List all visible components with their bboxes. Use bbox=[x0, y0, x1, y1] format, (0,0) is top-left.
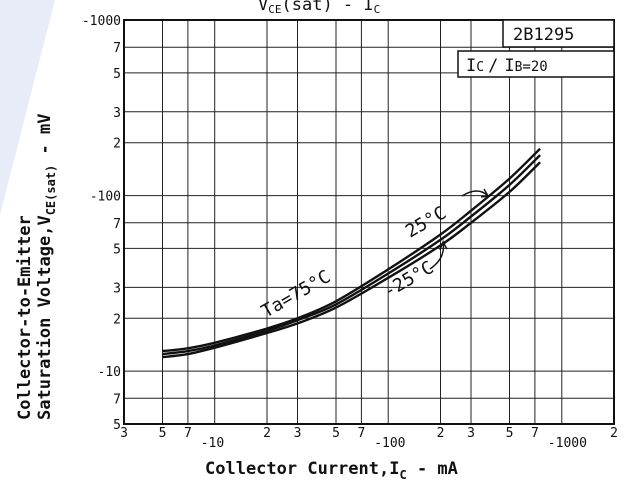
svg-text:VCE(sat) - IC: VCE(sat) - IC bbox=[258, 0, 380, 16]
y-tick-label: 7 bbox=[113, 41, 121, 56]
y-tick-label: 7 bbox=[113, 217, 121, 232]
y-axis-label-line2-main: Saturation Voltage,V bbox=[35, 215, 55, 420]
y-tick-label: -1000 bbox=[82, 14, 121, 29]
x-tick-label: -10 bbox=[201, 436, 224, 451]
series-line-minus25c bbox=[162, 161, 541, 359]
y-tick-labels: 5 7 -10 2 3 5 7 -100 2 3 5 7 -1000 bbox=[82, 14, 121, 433]
x-tick-label: -100 bbox=[374, 436, 405, 451]
x-tick-label: 5 bbox=[506, 426, 514, 441]
x-tick-label: -1000 bbox=[548, 436, 587, 451]
x-tick-label: 2 bbox=[437, 426, 445, 441]
annotation-ta-value: 75°C bbox=[286, 266, 334, 306]
y-tick-label: 7 bbox=[113, 392, 121, 407]
y-tick-label: 3 bbox=[113, 281, 121, 296]
y-tick-label: 2 bbox=[113, 312, 121, 327]
x-tick-label: 7 bbox=[357, 426, 365, 441]
x-axis-label-tail: - mA bbox=[407, 459, 458, 479]
plot-frame bbox=[123, 19, 615, 425]
x-tick-label: 3 bbox=[294, 426, 302, 441]
y-tick-label: 5 bbox=[113, 418, 121, 433]
x-axis-label: Collector Current,IC - mA bbox=[205, 459, 458, 482]
y-axis-label-line1: Collector-to-Emitter bbox=[15, 215, 35, 420]
title-main: V bbox=[258, 0, 268, 15]
curve-annotations: Ta=75°C 25°C -25°C bbox=[258, 188, 489, 322]
annotation-25c: 25°C bbox=[402, 202, 450, 242]
y-axis-label-line2-sub: CE(sat) bbox=[44, 165, 58, 216]
x-axis-label-main: Collector Current,I bbox=[205, 459, 399, 479]
y-axis-label: Collector-to-Emitter Saturation Voltage,… bbox=[15, 114, 58, 420]
x-tick-label: 5 bbox=[159, 426, 167, 441]
y-tick-label: 2 bbox=[113, 137, 121, 152]
leader-minus25c bbox=[429, 239, 448, 270]
y-axis-label-line2-tail: - mV bbox=[35, 114, 55, 165]
x-tick-label: 3 bbox=[120, 426, 128, 441]
series-line-75c bbox=[162, 154, 541, 356]
x-tick-label: 3 bbox=[467, 426, 475, 441]
x-tick-label: 5 bbox=[332, 426, 340, 441]
x-tick-label: 7 bbox=[531, 426, 539, 441]
y-tick-label: 3 bbox=[113, 106, 121, 121]
title-ce-sub: CE bbox=[268, 3, 281, 16]
title-main-tail: (sat) - I bbox=[282, 0, 374, 15]
y-tick-label: -10 bbox=[98, 365, 121, 380]
condition-value: =20 bbox=[522, 59, 547, 75]
svg-text:Saturation Voltage,VCE(sat) -: Saturation Voltage,VCE(sat) - mV bbox=[35, 114, 58, 420]
x-tick-labels: 3 5 7 -10 2 3 5 7 -100 2 3 5 7 -1000 2 bbox=[120, 426, 618, 451]
chart-title: VCE(sat) - IC bbox=[258, 0, 380, 16]
svg-text:IC/IB=20: IC / IB=20 bbox=[466, 56, 548, 76]
title-c-sub: C bbox=[374, 3, 381, 16]
y-tick-label: -100 bbox=[90, 190, 121, 205]
x-axis-label-sub: C bbox=[399, 468, 406, 482]
x-tick-label: 2 bbox=[263, 426, 271, 441]
condition-slash: / bbox=[488, 56, 498, 76]
condition-lhs: I bbox=[466, 56, 476, 76]
part-number: 2B1295 bbox=[513, 25, 574, 45]
leader-25c bbox=[461, 188, 489, 198]
condition-rhs: I bbox=[504, 56, 514, 76]
series-curves bbox=[162, 147, 541, 359]
y-tick-label: 5 bbox=[113, 242, 121, 257]
condition-rhs-sub: B bbox=[515, 60, 523, 75]
condition-lhs-sub: C bbox=[476, 60, 484, 75]
svg-text:Collector Current,IC - mA: Collector Current,IC - mA bbox=[205, 459, 458, 482]
grid bbox=[123, 19, 615, 425]
condition-box: IC / IB=20 bbox=[457, 50, 615, 78]
y-tick-label: 5 bbox=[113, 67, 121, 82]
decorative-wedge bbox=[0, 0, 55, 215]
part-number-box: 2B1295 bbox=[502, 19, 615, 48]
series-line-25c bbox=[162, 147, 541, 353]
x-tick-label: 2 bbox=[610, 426, 618, 441]
x-tick-label: 7 bbox=[184, 426, 192, 441]
